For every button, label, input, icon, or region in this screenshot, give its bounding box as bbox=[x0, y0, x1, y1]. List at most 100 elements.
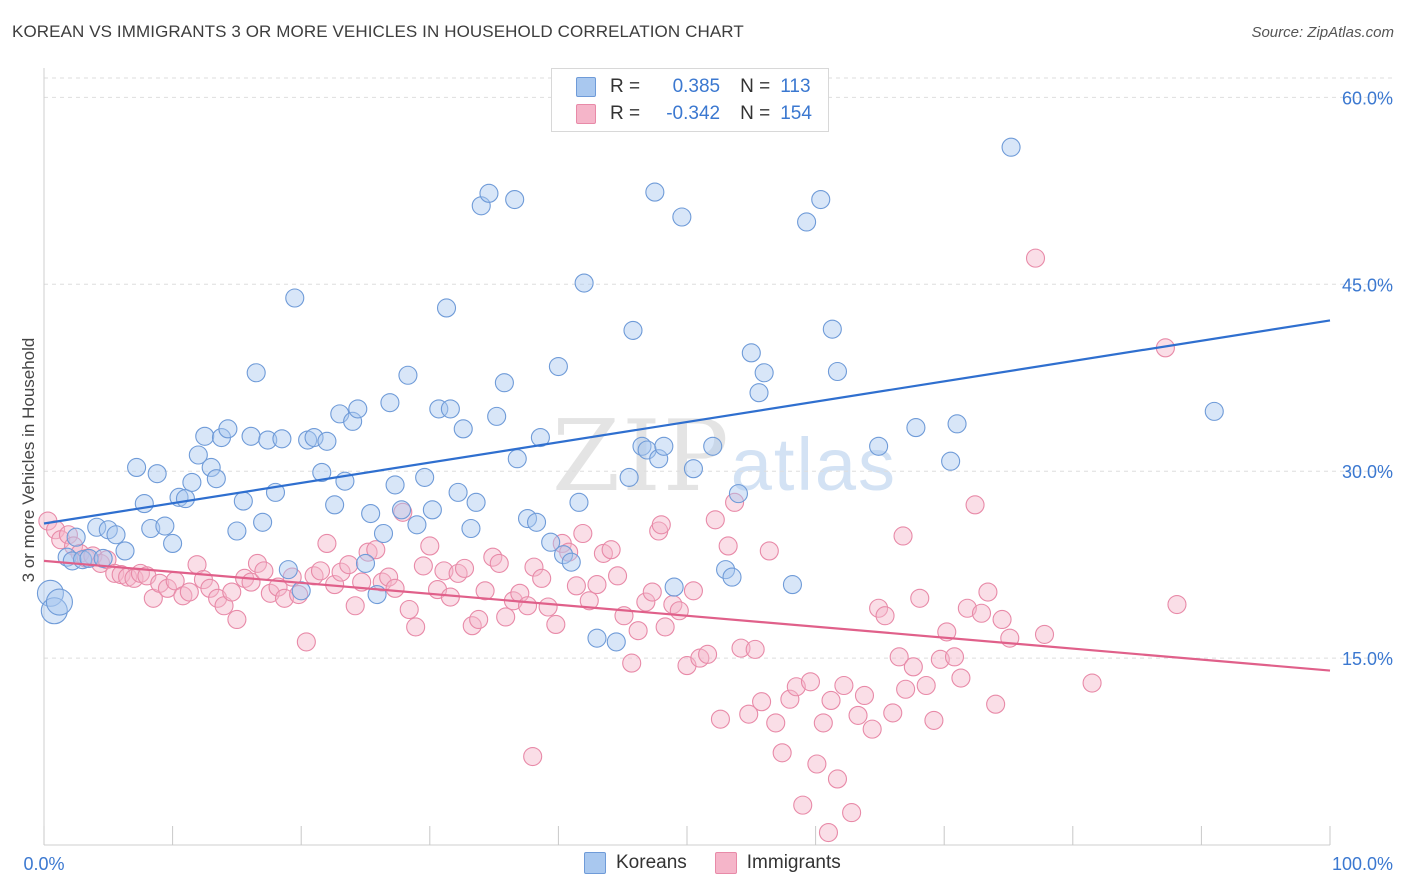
immigrants-point bbox=[883, 703, 903, 723]
koreans-point bbox=[947, 414, 967, 434]
legend-item-immigrants[interactable]: Immigrants bbox=[714, 852, 841, 874]
koreans-point bbox=[683, 459, 703, 479]
koreans-point bbox=[343, 411, 363, 431]
immigrants-legend-label: Immigrants bbox=[746, 852, 841, 873]
immigrants-point bbox=[971, 603, 992, 623]
koreans-point bbox=[66, 527, 86, 547]
immigrants-point bbox=[772, 743, 792, 763]
axes bbox=[43, 68, 1331, 846]
immigrants-point bbox=[739, 704, 759, 724]
koreans-point bbox=[163, 533, 183, 554]
koreans-point bbox=[233, 491, 253, 511]
koreans-point bbox=[664, 577, 684, 597]
immigrants-point bbox=[339, 555, 359, 575]
legend-row-immigrants: R = -0.342 N = 154 bbox=[576, 102, 812, 126]
immigrants-r-label: R = bbox=[610, 103, 641, 124]
koreans-point bbox=[45, 588, 73, 616]
immigrants-point bbox=[475, 581, 495, 601]
tick-labels: 15.0% 30.0% 45.0% 60.0% 0.0% 100.0% 3 or more … bbox=[19, 88, 1393, 874]
immigrants-point bbox=[842, 803, 862, 823]
immigrants-point bbox=[731, 638, 751, 658]
immigrants-point bbox=[916, 675, 936, 696]
x-tick-label: 0.0% bbox=[23, 854, 64, 874]
immigrants-point bbox=[766, 713, 786, 733]
koreans-n-value: 113 bbox=[780, 76, 811, 97]
koreans-points bbox=[36, 137, 1224, 652]
koreans-point bbox=[811, 190, 831, 210]
koreans-point bbox=[312, 462, 332, 482]
koreans-point bbox=[703, 436, 723, 456]
immigrants-point bbox=[710, 709, 730, 729]
immigrants-trend-line bbox=[43, 559, 1331, 672]
immigrants-point bbox=[780, 689, 800, 709]
immigrants-n-label: N = bbox=[740, 103, 771, 124]
koreans-point bbox=[227, 521, 247, 541]
koreans-point bbox=[62, 551, 82, 571]
immigrants-point bbox=[893, 526, 913, 546]
immigrants-point bbox=[944, 647, 965, 667]
koreans-point bbox=[361, 504, 381, 524]
immigrants-point bbox=[698, 644, 718, 664]
immigrants-point bbox=[579, 591, 599, 611]
koreans-point bbox=[619, 467, 639, 487]
immigrants-point bbox=[434, 561, 454, 581]
immigrants-swatch bbox=[576, 104, 596, 124]
koreans-point bbox=[548, 356, 568, 377]
koreans-point bbox=[241, 426, 261, 446]
koreans-point bbox=[645, 182, 665, 202]
immigrants-point bbox=[105, 563, 125, 583]
koreans-trend-line bbox=[43, 319, 1331, 525]
koreans-point bbox=[93, 548, 113, 568]
immigrants-point bbox=[854, 685, 875, 706]
immigrants-point bbox=[875, 606, 895, 626]
immigrants-point bbox=[813, 713, 833, 733]
koreans-point bbox=[494, 373, 514, 393]
y-tick-label: 60.0% bbox=[1342, 88, 1393, 108]
immigrants-point bbox=[179, 582, 199, 602]
koreans-point bbox=[218, 419, 238, 439]
immigrants-point bbox=[58, 525, 78, 545]
immigrants-point bbox=[628, 621, 648, 641]
koreans-point bbox=[278, 560, 298, 580]
immigrants-point bbox=[655, 617, 675, 637]
koreans-point bbox=[574, 273, 594, 293]
koreans-point bbox=[569, 492, 589, 512]
immigrants-point bbox=[669, 601, 689, 621]
immigrants-point bbox=[331, 562, 351, 582]
immigrants-point bbox=[399, 599, 419, 620]
immigrants-point bbox=[358, 542, 378, 562]
immigrants-point bbox=[247, 553, 268, 573]
koreans-point bbox=[672, 207, 692, 227]
koreans-point bbox=[291, 581, 311, 601]
koreans-point bbox=[246, 363, 266, 383]
koreans-r-value: 0.385 bbox=[672, 76, 721, 97]
immigrants-point bbox=[546, 614, 566, 635]
immigrants-points bbox=[38, 248, 1187, 843]
immigrants-point bbox=[869, 598, 889, 618]
koreans-point bbox=[79, 548, 99, 568]
immigrants-point bbox=[366, 540, 386, 560]
koreans-point bbox=[716, 560, 736, 580]
koreans-point bbox=[440, 399, 460, 419]
koreans-point bbox=[632, 436, 652, 456]
immigrants-point bbox=[289, 584, 309, 605]
immigrants-point bbox=[260, 583, 280, 603]
immigrants-point bbox=[227, 609, 247, 630]
immigrants-point bbox=[317, 533, 337, 554]
koreans-point bbox=[175, 489, 196, 509]
koreans-point bbox=[505, 190, 525, 210]
immigrants-point bbox=[538, 597, 558, 617]
koreans-point bbox=[728, 484, 748, 504]
immigrants-r-value: -0.342 bbox=[666, 103, 721, 124]
koreans-point bbox=[479, 183, 499, 203]
immigrants-point bbox=[566, 576, 586, 596]
immigrants-point bbox=[683, 581, 703, 601]
immigrants-point bbox=[965, 495, 985, 515]
koreans-point bbox=[741, 343, 761, 363]
immigrants-point bbox=[827, 769, 848, 789]
immigrants-point bbox=[208, 588, 228, 608]
legend-item-koreans[interactable]: Koreans bbox=[584, 852, 687, 874]
immigrants-point bbox=[413, 556, 433, 576]
immigrants-n-value: 154 bbox=[780, 103, 812, 124]
koreans-point bbox=[115, 541, 135, 561]
